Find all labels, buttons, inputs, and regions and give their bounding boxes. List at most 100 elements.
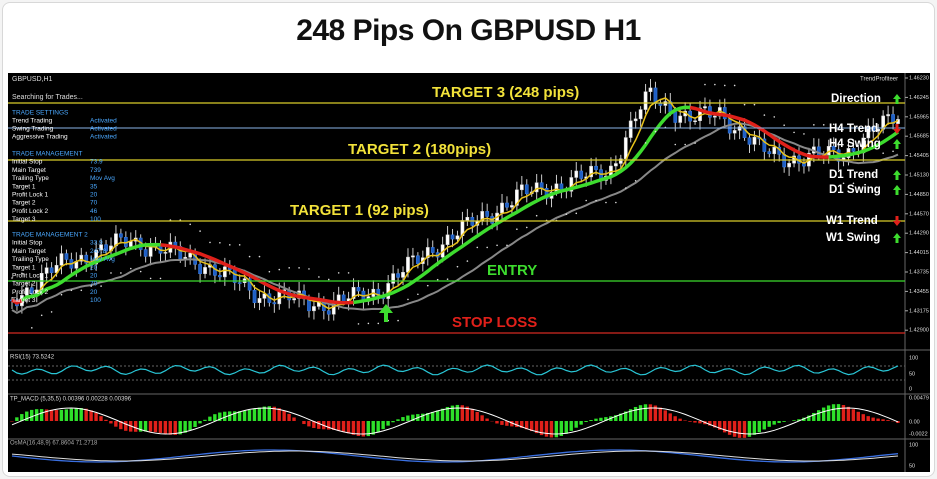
macd-bar [208, 416, 212, 421]
panel-value: 20 [90, 264, 98, 271]
candle-body [510, 205, 514, 208]
candle-body [401, 272, 405, 278]
macd-bar [619, 413, 623, 421]
macd-bar [663, 410, 667, 421]
trend-line [20, 242, 161, 302]
sar-dot [50, 311, 53, 313]
panel-key: Target 1 [12, 183, 36, 190]
macd-bar [411, 414, 415, 421]
macd-bar [633, 406, 638, 421]
panel-value: 20 [90, 289, 98, 296]
panel-key: Swing Trading [12, 126, 54, 133]
candle-body [252, 289, 257, 303]
candle-body [64, 253, 69, 260]
macd-bar [114, 421, 118, 427]
panel-value: Mov Avg [90, 175, 115, 182]
macd-bar [163, 421, 168, 434]
candle-body [772, 146, 777, 155]
macd-bar [430, 411, 435, 421]
signal-label: H4 Swing [829, 138, 881, 150]
price-label: 1.43455 [909, 289, 929, 295]
macd-bar [708, 421, 712, 426]
macd-bar [841, 405, 846, 421]
candle-body [44, 267, 49, 274]
macd-bar [826, 405, 831, 421]
macd-bar [554, 421, 559, 438]
sar-dot [852, 182, 855, 185]
sar-dot [219, 241, 221, 244]
candle-body [505, 202, 509, 208]
candle-body [569, 177, 574, 192]
macd-bar [455, 404, 460, 421]
macd-bar [59, 409, 64, 421]
macd-bar [277, 408, 281, 421]
entry-arrow [379, 304, 393, 322]
candle-body [574, 170, 579, 178]
panel-key: Initial Stop [12, 240, 43, 247]
macd-bar [594, 418, 598, 421]
macd-bar [767, 421, 771, 427]
macd-bar [539, 421, 544, 436]
macd-bar [807, 415, 811, 421]
candle-body [539, 182, 544, 189]
candle-body [713, 115, 717, 118]
panel-value: 46 [90, 208, 98, 215]
candle-body [326, 310, 331, 315]
macd-bar [124, 421, 128, 431]
sar-dot [367, 322, 370, 325]
sar-dot [40, 314, 43, 317]
macd-bar [54, 410, 59, 421]
panel-value: 35 [90, 183, 98, 190]
macd-bar [846, 406, 851, 421]
sar-dot [21, 272, 23, 275]
sar-dot [803, 133, 805, 135]
macd-bar [272, 406, 276, 421]
macd-bar [193, 421, 197, 428]
trend-line [828, 130, 900, 159]
macd-bar [213, 414, 217, 421]
macd-bar [886, 420, 890, 421]
sar-dot [209, 241, 211, 244]
sar-dot [872, 174, 875, 176]
macd-bar [792, 420, 796, 421]
macd-bar [371, 421, 375, 435]
panel-key: Trailing Type [12, 256, 49, 263]
sar-dot [347, 272, 350, 274]
sar-dot [248, 255, 251, 258]
macd-bar [628, 409, 633, 421]
candle-body [742, 126, 747, 138]
macd-bar [604, 417, 608, 421]
macd-bar [515, 421, 519, 428]
macd-bar [861, 414, 865, 421]
candle-body [79, 254, 84, 262]
macd-bar [133, 421, 138, 432]
candle-body [148, 246, 153, 257]
osc-line-a [11, 449, 899, 463]
macd-bar [480, 415, 484, 421]
price-label: 1.46230 [909, 75, 929, 81]
panel-value: Mov Avg [90, 256, 115, 263]
price-label: 1.45965 [909, 114, 929, 120]
macd-bar [871, 417, 875, 421]
macd-bar [445, 406, 450, 421]
sar-dot [288, 267, 290, 269]
candle-body [752, 136, 757, 145]
sar-dot [862, 174, 865, 176]
trend-line [11, 298, 23, 305]
macd-bar [84, 408, 88, 421]
sar-dot [90, 285, 92, 287]
signal-arrow [893, 124, 901, 134]
candle-body [450, 234, 455, 240]
sar-dot [714, 83, 716, 86]
macd-bar [782, 421, 786, 422]
panel-key: Profit Lock 1 [12, 192, 49, 199]
level-label: STOP LOSS [452, 314, 537, 331]
level-label: TARGET 3 (248 pips) [432, 84, 579, 101]
macd-bar [475, 411, 479, 421]
panel-key: Target 2 [12, 281, 36, 288]
signal-label: H4 Trend [829, 123, 878, 135]
price-label: 1.45130 [909, 172, 929, 178]
macd-bar [173, 421, 177, 435]
candle-body [396, 273, 400, 278]
rsi-axis-label: 0 [909, 386, 912, 392]
